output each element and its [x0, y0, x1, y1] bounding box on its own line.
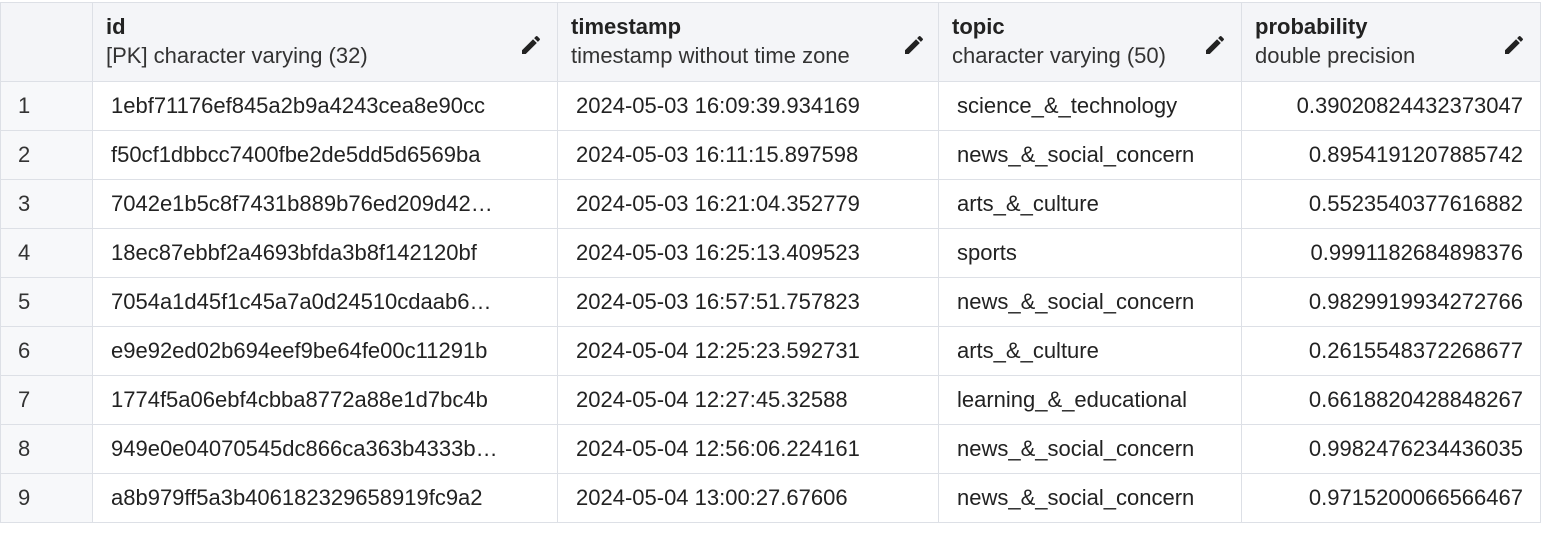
cell-timestamp[interactable]: 2024-05-03 16:25:13.409523 — [557, 228, 939, 278]
table-row[interactable]: 4 18ec87ebbf2a4693bfda3b8f142120bf 2024-… — [0, 228, 1541, 278]
row-number[interactable]: 3 — [0, 179, 93, 229]
cell-timestamp[interactable]: 2024-05-03 16:11:15.897598 — [557, 130, 939, 180]
cell-probability[interactable]: 0.6618820428848267 — [1241, 375, 1541, 425]
cell-probability[interactable]: 0.9829919934272766 — [1241, 277, 1541, 327]
table-row[interactable]: 8 949e0e04070545dc866ca363b4333b… 2024-0… — [0, 424, 1541, 474]
cell-topic[interactable]: news_&_social_concern — [938, 130, 1242, 180]
cell-probability[interactable]: 0.9982476234436035 — [1241, 424, 1541, 474]
row-number[interactable]: 2 — [0, 130, 93, 180]
cell-probability[interactable]: 0.2615548372268677 — [1241, 326, 1541, 376]
pencil-icon[interactable] — [1203, 33, 1227, 57]
row-number[interactable]: 4 — [0, 228, 93, 278]
cell-timestamp[interactable]: 2024-05-04 12:56:06.224161 — [557, 424, 939, 474]
cell-topic[interactable]: news_&_social_concern — [938, 473, 1242, 523]
result-table: id [PK] character varying (32) timestamp… — [0, 2, 1541, 523]
table-row[interactable]: 9 a8b979ff5a3b406182329658919fc9a2 2024-… — [0, 473, 1541, 523]
cell-id[interactable]: e9e92ed02b694eef9be64fe00c11291b — [92, 326, 558, 376]
table-row[interactable]: 3 7042e1b5c8f7431b889b76ed209d42… 2024-0… — [0, 179, 1541, 229]
table-row[interactable]: 6 e9e92ed02b694eef9be64fe00c11291b 2024-… — [0, 326, 1541, 376]
pencil-icon[interactable] — [1502, 33, 1526, 57]
column-type: timestamp without time zone — [571, 43, 850, 68]
cell-topic[interactable]: learning_&_educational — [938, 375, 1242, 425]
table-row[interactable]: 7 1774f5a06ebf4cbba8772a88e1d7bc4b 2024-… — [0, 375, 1541, 425]
table-row[interactable]: 5 7054a1d45f1c45a7a0d24510cdaab6… 2024-0… — [0, 277, 1541, 327]
column-name: probability — [1255, 14, 1368, 39]
cell-topic[interactable]: news_&_social_concern — [938, 424, 1242, 474]
cell-topic[interactable]: science_&_technology — [938, 81, 1242, 131]
row-number[interactable]: 8 — [0, 424, 93, 474]
cell-topic[interactable]: news_&_social_concern — [938, 277, 1242, 327]
row-number[interactable]: 1 — [0, 81, 93, 131]
cell-probability[interactable]: 0.9715200066566467 — [1241, 473, 1541, 523]
cell-id[interactable]: 7042e1b5c8f7431b889b76ed209d42… — [92, 179, 558, 229]
column-header-id[interactable]: id [PK] character varying (32) — [92, 2, 558, 82]
column-type: [PK] character varying (32) — [106, 43, 368, 68]
column-header-timestamp[interactable]: timestamp timestamp without time zone — [557, 2, 939, 82]
cell-topic[interactable]: arts_&_culture — [938, 326, 1242, 376]
cell-probability[interactable]: 0.5523540377616882 — [1241, 179, 1541, 229]
header-row: id [PK] character varying (32) timestamp… — [0, 2, 1541, 82]
cell-timestamp[interactable]: 2024-05-03 16:21:04.352779 — [557, 179, 939, 229]
cell-id[interactable]: a8b979ff5a3b406182329658919fc9a2 — [92, 473, 558, 523]
pencil-icon[interactable] — [519, 33, 543, 57]
row-number[interactable]: 7 — [0, 375, 93, 425]
column-header-probability[interactable]: probability double precision — [1241, 2, 1541, 82]
table-row[interactable]: 2 f50cf1dbbcc7400fbe2de5dd5d6569ba 2024-… — [0, 130, 1541, 180]
column-name: timestamp — [571, 14, 682, 39]
row-number[interactable]: 6 — [0, 326, 93, 376]
cell-timestamp[interactable]: 2024-05-04 13:00:27.67606 — [557, 473, 939, 523]
cell-timestamp[interactable]: 2024-05-04 12:25:23.592731 — [557, 326, 939, 376]
column-type: double precision — [1255, 43, 1416, 68]
row-number[interactable]: 9 — [0, 473, 93, 523]
column-type: character varying (50) — [952, 43, 1166, 68]
cell-id[interactable]: 7054a1d45f1c45a7a0d24510cdaab6… — [92, 277, 558, 327]
cell-id[interactable]: f50cf1dbbcc7400fbe2de5dd5d6569ba — [92, 130, 558, 180]
row-number-header[interactable] — [0, 2, 93, 82]
column-name: id — [106, 14, 126, 39]
cell-topic[interactable]: sports — [938, 228, 1242, 278]
cell-id[interactable]: 949e0e04070545dc866ca363b4333b… — [92, 424, 558, 474]
cell-id[interactable]: 1774f5a06ebf4cbba8772a88e1d7bc4b — [92, 375, 558, 425]
cell-timestamp[interactable]: 2024-05-03 16:57:51.757823 — [557, 277, 939, 327]
table-row[interactable]: 1 1ebf71176ef845a2b9a4243cea8e90cc 2024-… — [0, 81, 1541, 131]
cell-probability[interactable]: 0.8954191207885742 — [1241, 130, 1541, 180]
row-number[interactable]: 5 — [0, 277, 93, 327]
cell-timestamp[interactable]: 2024-05-03 16:09:39.934169 — [557, 81, 939, 131]
cell-probability[interactable]: 0.9991182684898376 — [1241, 228, 1541, 278]
cell-id[interactable]: 18ec87ebbf2a4693bfda3b8f142120bf — [92, 228, 558, 278]
cell-timestamp[interactable]: 2024-05-04 12:27:45.32588 — [557, 375, 939, 425]
column-header-topic[interactable]: topic character varying (50) — [938, 2, 1242, 82]
pencil-icon[interactable] — [902, 33, 926, 57]
cell-probability[interactable]: 0.39020824432373047 — [1241, 81, 1541, 131]
column-name: topic — [952, 14, 1005, 39]
cell-topic[interactable]: arts_&_culture — [938, 179, 1242, 229]
cell-id[interactable]: 1ebf71176ef845a2b9a4243cea8e90cc — [92, 81, 558, 131]
